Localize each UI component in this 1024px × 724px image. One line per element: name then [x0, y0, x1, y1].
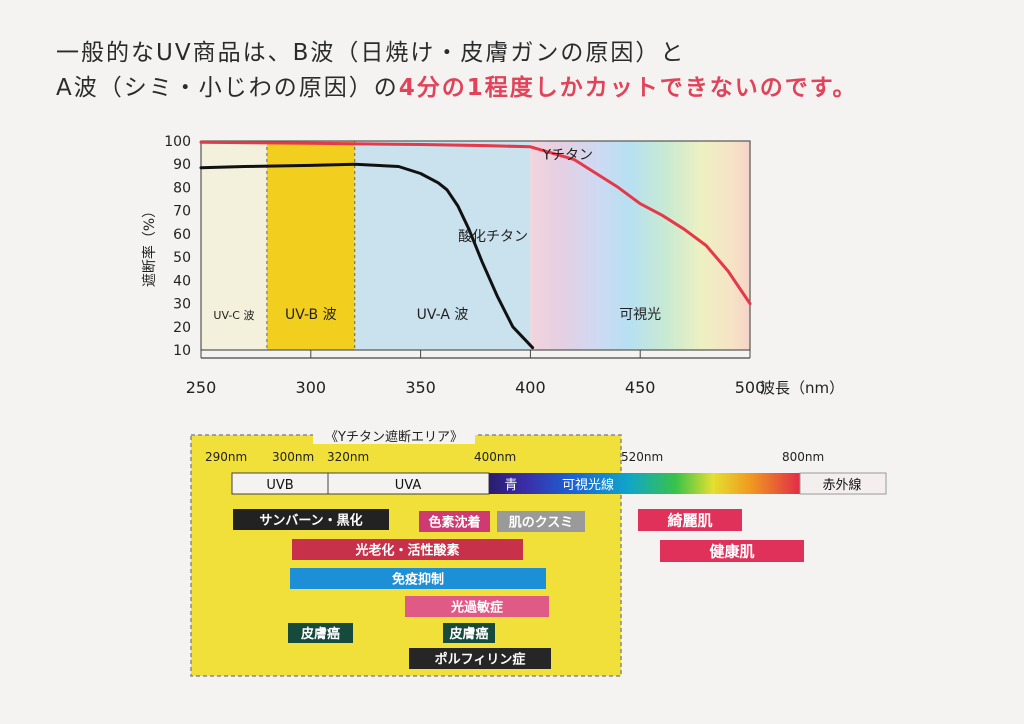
band-label-2: UV-A 波	[417, 307, 469, 323]
band-label-3: 可視光	[619, 307, 661, 323]
x-tick-500: 500	[735, 378, 766, 397]
effect-box-1	[419, 511, 490, 532]
x-axis-label: 波長（nm）	[760, 379, 844, 397]
y-tick-50: 50	[173, 250, 191, 266]
band-3	[530, 141, 750, 350]
effect-box-9	[638, 509, 742, 531]
nm-label-400: 400nm	[474, 450, 516, 464]
scale-label-1: UVA	[395, 478, 422, 493]
x-tick-350: 350	[405, 378, 436, 397]
y-tick-70: 70	[173, 204, 191, 220]
series-line-titanium-oxide	[199, 162, 535, 350]
effect-label-5: 光過敏症	[450, 599, 503, 615]
nm-label-520: 520nm	[621, 450, 663, 464]
x-tick-300: 300	[296, 378, 327, 397]
effect-label-2: 肌のクスミ	[509, 515, 574, 530]
effect-label-4: 免疫抑制	[392, 571, 444, 587]
y-axis-label: 遮断率（%）	[141, 204, 158, 287]
effect-box-8	[409, 648, 551, 669]
y-tick-60: 60	[173, 227, 191, 243]
effect-box-2	[497, 511, 585, 532]
effect-box-0	[233, 509, 389, 530]
band-1	[266, 141, 355, 350]
headline: 一般的なUV商品は、B波（日焼け・皮膚ガンの原因）と A波（シミ・小じわの原因）…	[56, 36, 986, 106]
y-tick-20: 20	[173, 320, 191, 336]
scale-segment-infrared	[799, 472, 887, 495]
effect-label-8: ポルフィリン症	[435, 651, 526, 667]
effect-box-6	[288, 623, 353, 643]
effect-label-9: 綺麗肌	[667, 512, 712, 530]
effect-label-6: 皮膚癌	[300, 626, 340, 642]
series-line-y-titan	[199, 140, 752, 306]
y-tick-10: 10	[173, 343, 191, 359]
effect-label-3: 光老化・活性酸素	[354, 542, 459, 558]
effect-label-0: サンバーン・黒化	[259, 512, 362, 528]
band-label-0: UV-C 波	[213, 309, 254, 322]
x-tick-250: 250	[186, 378, 217, 397]
scale-label-3: 可視光線	[562, 477, 614, 493]
plot-frame	[200, 140, 751, 351]
scale-label-4: 赤外線	[822, 477, 861, 493]
band-0	[201, 141, 267, 350]
effect-box-3	[292, 539, 523, 560]
effect-label-10: 健康肌	[709, 543, 754, 561]
y-tick-90: 90	[173, 157, 191, 173]
band-2	[354, 141, 531, 350]
x-tick-450: 450	[625, 378, 656, 397]
scale-label-2: 青	[504, 478, 517, 493]
effect-box-5	[405, 596, 549, 617]
nm-label-800: 800nm	[782, 450, 824, 464]
headline-accent: 4分の1程度しかカットできないのです。	[398, 75, 858, 101]
shield-area-title: 《Yチタン遮断エリア》	[325, 429, 463, 445]
nm-label-320: 320nm	[327, 450, 369, 464]
headline-line-2: A波（シミ・小じわの原因）の4分の1程度しかカットできないのです。	[56, 71, 986, 106]
scale-segment-visible	[489, 473, 800, 494]
nm-label-300: 300nm	[272, 450, 314, 464]
headline-line-2-prefix: A波（シミ・小じわの原因）の	[56, 75, 399, 101]
effect-box-4	[290, 568, 546, 589]
series-label-titanium-oxide: 酸化チタン	[458, 229, 528, 245]
headline-line-1: 一般的なUV商品は、B波（日焼け・皮膚ガンの原因）と	[56, 40, 686, 66]
shield-title-bg	[313, 427, 475, 444]
effect-label-7: 皮膚癌	[448, 626, 488, 642]
scale-label-0: UVB	[266, 478, 293, 493]
band-label-1: UV-B 波	[285, 307, 337, 323]
effect-label-1: 色素沈着	[428, 514, 480, 530]
series-label-y-titan: Yチタン	[541, 148, 593, 164]
x-tick-400: 400	[515, 378, 546, 397]
effect-box-10	[660, 540, 804, 562]
y-tick-30: 30	[173, 297, 191, 313]
y-tick-80: 80	[173, 180, 191, 196]
y-tick-40: 40	[173, 273, 191, 289]
y-tick-100: 100	[164, 134, 191, 150]
effect-box-7	[443, 623, 495, 643]
nm-label-290: 290nm	[205, 450, 247, 464]
